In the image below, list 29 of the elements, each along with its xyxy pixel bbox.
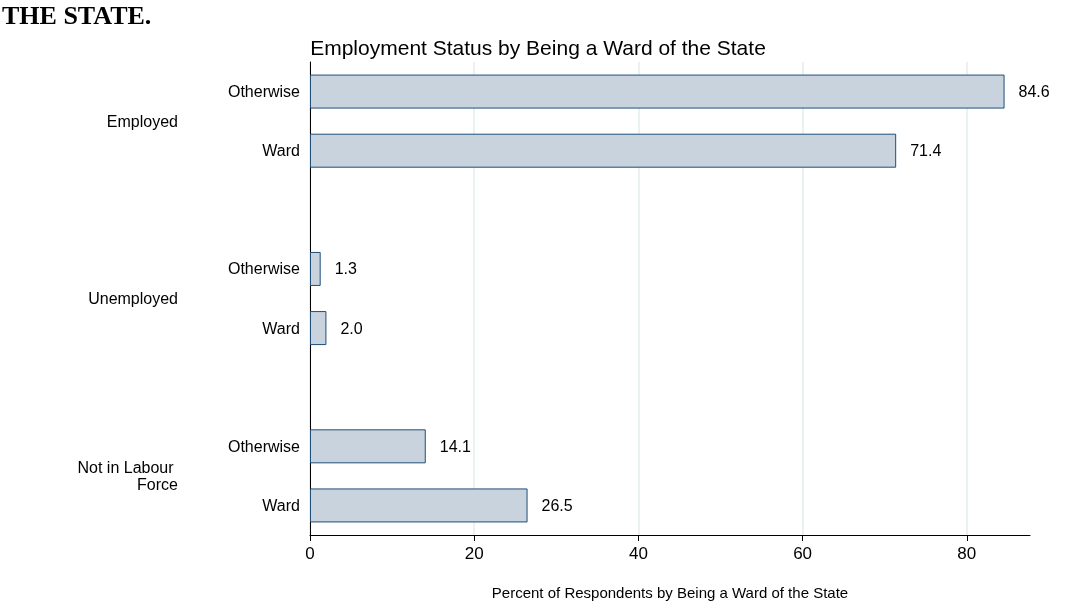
y-tick-label: Otherwise <box>227 83 301 101</box>
bar <box>310 251 321 286</box>
data-label: 71.4 <box>910 142 942 160</box>
y-tick-label: Ward <box>262 496 300 514</box>
bar <box>310 311 327 346</box>
y-tick-label: Otherwise <box>227 437 301 455</box>
y-tick-label: Ward <box>262 142 300 160</box>
bar <box>310 74 1005 109</box>
x-tick-label: 60 <box>793 544 813 563</box>
x-axis-title: Percent of Respondents by Being a Ward of the State <box>491 584 849 601</box>
bar <box>310 429 426 464</box>
data-label: 14.1 <box>439 437 471 455</box>
x-tick-label: 80 <box>957 544 977 563</box>
chart-title: Employment Status by Being a Ward of the State <box>310 36 766 59</box>
text: THE STATE. <box>2 0 152 30</box>
bar <box>310 133 897 168</box>
x-tick-label: 40 <box>628 544 648 563</box>
data-label: 1.3 <box>334 260 358 278</box>
text: Unemployed <box>88 290 178 307</box>
y-tick-label: Otherwise <box>227 260 301 278</box>
y-tick-label: Ward <box>262 319 300 337</box>
data-label: 26.5 <box>541 496 573 514</box>
data-label: 84.6 <box>1018 83 1050 101</box>
x-tick-label: 20 <box>464 544 484 563</box>
text: Employed <box>106 112 178 130</box>
text: Not in Labour Force <box>77 458 179 493</box>
data-label: 2.0 <box>340 319 363 337</box>
bar <box>310 488 528 523</box>
x-tick-label: 0 <box>305 544 315 563</box>
